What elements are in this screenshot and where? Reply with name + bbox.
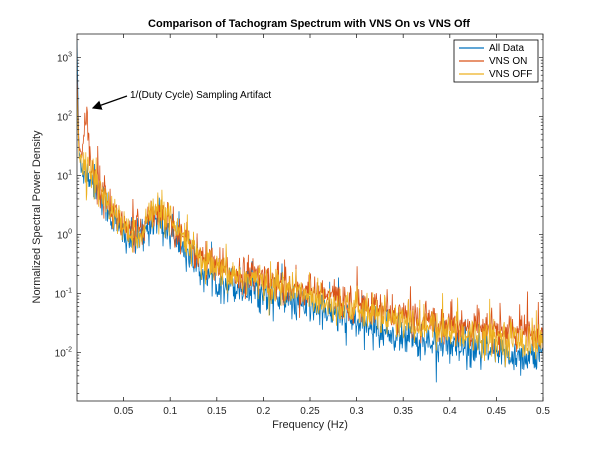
legend-label-vns-off: VNS OFF <box>489 69 532 80</box>
annotation: 1/(Duty Cycle) Sampling Artifact <box>91 90 271 110</box>
x-ticks: 0.05 0.1 0.15 0.2 0.25 0.3 0.35 0.4 0.45 0.5 <box>114 34 550 417</box>
y-tick-label: 101 <box>57 169 72 182</box>
x-tick-label: 0.45 <box>487 406 507 417</box>
x-tick-label: 0.2 <box>256 406 270 417</box>
x-tick-label: 0.35 <box>393 406 413 417</box>
series-line-vns-off <box>77 89 543 367</box>
y-tick-label: 10-1 <box>55 287 72 300</box>
x-tick-label: 0.5 <box>536 406 550 417</box>
x-tick-label: 0.3 <box>350 406 364 417</box>
legend-label-all-data: All Data <box>489 43 524 54</box>
annotation-arrow <box>91 95 128 110</box>
legend: All Data VNS ON VNS OFF <box>453 39 539 83</box>
x-tick-label: 0.05 <box>114 406 134 417</box>
y-tick-label: 10-2 <box>55 346 72 359</box>
legend-label-vns-on: VNS ON <box>489 56 527 67</box>
y-tick-label: 102 <box>57 110 72 123</box>
x-axis-label: Frequency (Hz) <box>272 419 348 431</box>
y-ticks: 10-2 10-1 100 101 102 103 <box>55 39 543 394</box>
chart-title: Comparison of Tachogram Spectrum with VN… <box>148 18 470 30</box>
y-axis-label: Normalized Spectral Power Density <box>31 130 43 304</box>
annotation-text: 1/(Duty Cycle) Sampling Artifact <box>130 90 271 101</box>
y-tick-label: 100 <box>57 228 72 241</box>
x-tick-label: 0.4 <box>443 406 457 417</box>
y-tick-label: 103 <box>57 51 72 64</box>
x-tick-label: 0.15 <box>207 406 227 417</box>
x-tick-label: 0.1 <box>163 406 177 417</box>
series-group <box>77 40 543 383</box>
x-tick-label: 0.25 <box>300 406 320 417</box>
